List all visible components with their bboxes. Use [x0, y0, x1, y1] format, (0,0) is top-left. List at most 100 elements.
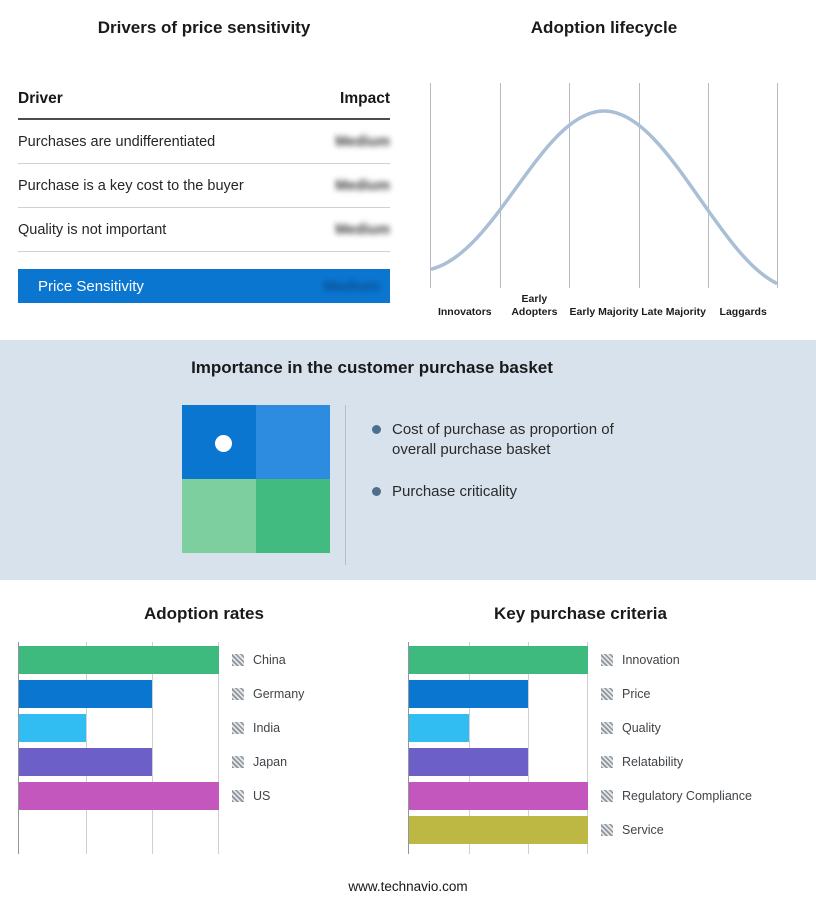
legend-swatch-icon: [601, 824, 613, 836]
quadrant-top-right: [256, 405, 330, 479]
impact-value-redacted: Medium: [323, 277, 380, 295]
col-driver: Driver: [18, 90, 63, 107]
adoption-rates-title: Adoption rates: [144, 604, 264, 623]
stage-late-majority: Late Majority: [641, 305, 706, 318]
gridline: [499, 83, 501, 288]
legend-swatch-icon: [601, 756, 613, 768]
legend-swatch-icon: [601, 790, 613, 802]
legend-label: Service: [622, 823, 664, 837]
bar-china: [19, 646, 219, 674]
stage-early-adopters: Early Adopters: [511, 293, 558, 318]
driver-row: Purchases are undifferentiated Medium: [18, 120, 390, 164]
legend-label: China: [253, 653, 286, 667]
impact-value-redacted: Medium: [335, 133, 390, 150]
impact-value-redacted: Medium: [335, 221, 390, 238]
bullet-dot-icon: [372, 486, 381, 496]
legend-swatch-icon: [601, 688, 613, 700]
bell-curve: [430, 109, 778, 285]
top-section: Drivers of price sensitivity Driver Impa…: [0, 0, 816, 340]
purchase-basket-band: Importance in the customer purchase bask…: [0, 340, 816, 580]
bar-germany: [19, 680, 153, 708]
bar-service: [409, 816, 588, 844]
drivers-title: Drivers of price sensitivity: [97, 18, 311, 37]
gridline: [528, 642, 530, 854]
bullet-dot-icon: [372, 425, 381, 434]
quadrant-bottom-left: [182, 479, 256, 553]
adoption-rates-chart: [18, 642, 219, 854]
key-purchase-criteria-title: Key purchase criteria: [494, 604, 667, 623]
adoption-lifecycle-panel: Adoption lifecycle Innovators Early Adop…: [430, 12, 778, 318]
quadrant-axis-line: [345, 405, 346, 565]
quadrant-bottom-right: [256, 479, 330, 553]
drivers-panel: Drivers of price sensitivity Driver Impa…: [18, 12, 390, 303]
stage-innovators: Innovators: [437, 305, 492, 318]
bar-relatability: [409, 748, 529, 776]
bar-innovation: [409, 646, 588, 674]
legend-swatch-icon: [601, 654, 613, 666]
gridline: [777, 83, 778, 288]
lifecycle-title: Adoption lifecycle: [530, 18, 678, 37]
bullet-text: Cost of purchase as proportion of overal…: [392, 421, 614, 458]
gridline: [708, 83, 710, 288]
gridline: [587, 642, 588, 854]
bar-japan: [19, 748, 153, 776]
driver-row: Purchase is a key cost to the buyer Medi…: [18, 164, 390, 208]
legend-item-innovation: Innovation: [601, 646, 752, 674]
gridline: [218, 642, 219, 854]
legend-label: Quality: [622, 721, 661, 735]
legend-label: Price: [622, 687, 651, 701]
drivers-table-header: Driver Impact: [18, 90, 390, 120]
legend-item-price: Price: [601, 680, 752, 708]
legend-item-regulatory-compliance: Regulatory Compliance: [601, 782, 752, 810]
legend-label: India: [253, 721, 281, 735]
bullet-text: Purchase criticality: [392, 482, 518, 500]
adoption-rates-legend: China Germany India Japan US: [232, 642, 304, 854]
price-sensitivity-row: Price Sensitivity Medium: [18, 269, 390, 303]
legend-label: Germany: [253, 687, 305, 701]
bar-price: [409, 680, 529, 708]
legend-swatch-icon: [232, 688, 244, 700]
legend-label: Regulatory Compliance: [622, 789, 752, 803]
gridline: [569, 83, 571, 288]
bar-us: [19, 782, 219, 810]
legend-swatch-icon: [232, 654, 244, 666]
lifecycle-chart: [430, 83, 778, 288]
legend-label: Relatability: [622, 755, 684, 769]
white-dot-icon: [214, 435, 232, 453]
legend-swatch-icon: [232, 722, 244, 734]
driver-row: Quality is not important Medium: [18, 208, 390, 252]
footer-url: www.technavio.com: [348, 879, 468, 894]
legend-item-china: China: [232, 646, 304, 674]
gridline: [152, 642, 154, 854]
legend-label: US: [253, 789, 271, 803]
bottom-section: Adoption rates China Germany India Japan US …: [0, 580, 816, 902]
legend-item-japan: Japan: [232, 748, 304, 776]
purchase-basket-quadrant: [182, 405, 330, 553]
bar-india: [19, 714, 86, 742]
stage-early-majority: Early Majority: [569, 305, 639, 318]
driver-label: Purchase is a key cost to the buyer: [18, 177, 244, 194]
basket-title: Importance in the customer purchase bask…: [191, 358, 553, 377]
stage-laggards: Laggards: [719, 305, 767, 318]
key-purchase-criteria-chart: [408, 642, 588, 854]
impact-value-redacted: Medium: [335, 177, 390, 194]
bullet-item: Cost of purchase as proportion of overal…: [372, 420, 650, 460]
legend-item-quality: Quality: [601, 714, 752, 742]
key-purchase-criteria-legend: Innovation Price Quality Relatability Regula…: [601, 642, 752, 854]
legend-label: Japan: [253, 755, 288, 769]
gridline: [430, 83, 431, 288]
stage-labels: Innovators Early Adopters Early Majority…: [430, 293, 778, 318]
quadrant-top-left: [182, 405, 256, 479]
key-purchase-criteria-panel: Key purchase criteria Innovation Price Qua…: [408, 604, 753, 854]
driver-label: Purchases are undifferentiated: [18, 133, 216, 150]
legend-swatch-icon: [601, 722, 613, 734]
legend-item-germany: Germany: [232, 680, 304, 708]
bar-regulatory-compliance: [409, 782, 588, 810]
legend-swatch-icon: [232, 756, 244, 768]
driver-label: Quality is not important: [18, 221, 167, 238]
legend-item-us: US: [232, 782, 304, 810]
legend-swatch-icon: [232, 790, 244, 802]
adoption-rates-panel: Adoption rates China Germany India Japan US: [18, 604, 390, 854]
basket-bullet-list: Cost of purchase as proportion of overal…: [372, 420, 650, 523]
legend-item-service: Service: [601, 816, 752, 844]
